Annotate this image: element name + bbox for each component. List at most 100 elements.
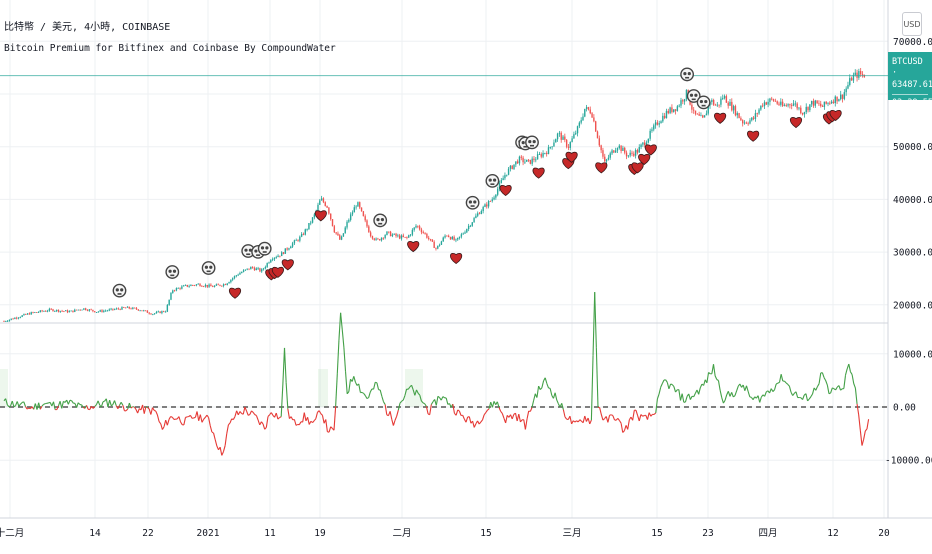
price-candle: [764, 102, 765, 106]
price-candle: [363, 211, 364, 216]
premium-line-segment: [400, 401, 402, 403]
skull-eye: [700, 100, 703, 103]
premium-line-segment: [633, 410, 635, 420]
price-candle: [268, 262, 269, 263]
skull-teeth: [246, 253, 250, 255]
price-candle: [677, 106, 678, 111]
price-candle: [167, 305, 168, 312]
price-candle: [492, 199, 493, 201]
price-candle: [470, 226, 471, 227]
premium-line-segment: [824, 378, 826, 381]
price-candle: [150, 314, 151, 315]
price-candle: [780, 102, 781, 105]
price-candle: [829, 103, 830, 104]
price-candle: [825, 102, 826, 104]
premium-line-segment: [639, 414, 641, 420]
time-axis-tick: 14: [89, 528, 101, 539]
price-candle: [457, 238, 458, 240]
price-candle: [381, 238, 382, 241]
price-candle: [751, 118, 752, 121]
skull-eye: [690, 94, 693, 97]
premium-line-segment: [281, 384, 283, 416]
price-candle: [401, 236, 402, 239]
premium-line-segment: [690, 396, 692, 399]
price-candle: [112, 309, 113, 310]
price-candle: [559, 133, 560, 134]
price-candle: [45, 311, 46, 312]
premium-line-segment: [256, 416, 258, 421]
price-candle: [266, 263, 267, 267]
premium-line-segment: [252, 411, 254, 413]
price-candle: [348, 220, 349, 222]
price-candle: [377, 239, 378, 240]
price-candle: [397, 235, 398, 236]
price-candle: [194, 285, 195, 286]
price-candle: [706, 114, 707, 116]
price-candle: [47, 311, 48, 312]
price-candle: [740, 118, 741, 120]
premium-line-segment: [700, 384, 702, 388]
price-candle: [524, 162, 525, 163]
premium-highlight: [405, 369, 423, 407]
price-candle: [247, 269, 248, 270]
premium-line-segment: [161, 424, 163, 430]
premium-line-segment: [735, 391, 737, 396]
premium-line-segment: [255, 415, 257, 416]
price-candle: [61, 311, 62, 312]
price-candle: [286, 248, 287, 249]
last-price-label: BTCUSD · 63487.61 02:29:55: [888, 52, 932, 100]
skull-teeth: [256, 254, 260, 256]
premium-line-segment: [265, 427, 267, 429]
premium-line-segment: [101, 402, 103, 407]
premium-line-segment: [336, 374, 338, 406]
price-candle: [633, 154, 634, 156]
premium-line-segment: [776, 383, 778, 384]
price-candle: [659, 123, 660, 124]
price-candle: [809, 104, 810, 110]
price-candle: [27, 313, 28, 314]
price-axis-tick: 40000.00: [893, 195, 932, 206]
premium-line-segment: [222, 452, 224, 456]
premium-line-segment: [308, 417, 310, 424]
price-candle: [265, 267, 266, 269]
price-candle: [468, 226, 469, 229]
price-candle: [550, 147, 551, 148]
currency-button[interactable]: USD: [902, 12, 922, 36]
price-candle: [680, 100, 681, 106]
price-candle: [564, 137, 565, 140]
premium-line-segment: [385, 405, 387, 415]
premium-line-segment: [278, 417, 280, 419]
premium-line-segment: [469, 417, 471, 424]
price-candle: [444, 236, 445, 238]
price-candle: [89, 309, 90, 310]
price-candle: [704, 115, 705, 117]
premium-line-segment: [733, 396, 735, 397]
price-candle: [421, 229, 422, 232]
price-candle: [729, 102, 730, 106]
price-candle: [851, 78, 852, 80]
premium-line-segment: [220, 447, 222, 455]
price-candle: [816, 101, 817, 104]
premium-line-segment: [215, 440, 217, 446]
premium-line-segment: [118, 405, 120, 408]
price-candle: [256, 268, 257, 270]
price-candle: [653, 125, 654, 129]
price-candle: [600, 145, 601, 150]
price-candle: [199, 284, 200, 286]
skull-eye: [244, 249, 247, 252]
price-candle: [250, 267, 251, 269]
price-candle: [296, 240, 297, 241]
price-candle: [272, 259, 273, 260]
skull-teeth: [490, 183, 494, 185]
price-candle: [161, 311, 162, 313]
heart-marker-icon: [596, 163, 607, 173]
price-candle: [757, 113, 758, 114]
symbol-name: BTCUSD: [892, 57, 923, 67]
skull-marker-icon: [166, 266, 178, 278]
price-candle: [225, 284, 226, 285]
price-candle: [404, 237, 405, 238]
price-candle: [533, 159, 534, 160]
price-candle: [9, 320, 10, 321]
